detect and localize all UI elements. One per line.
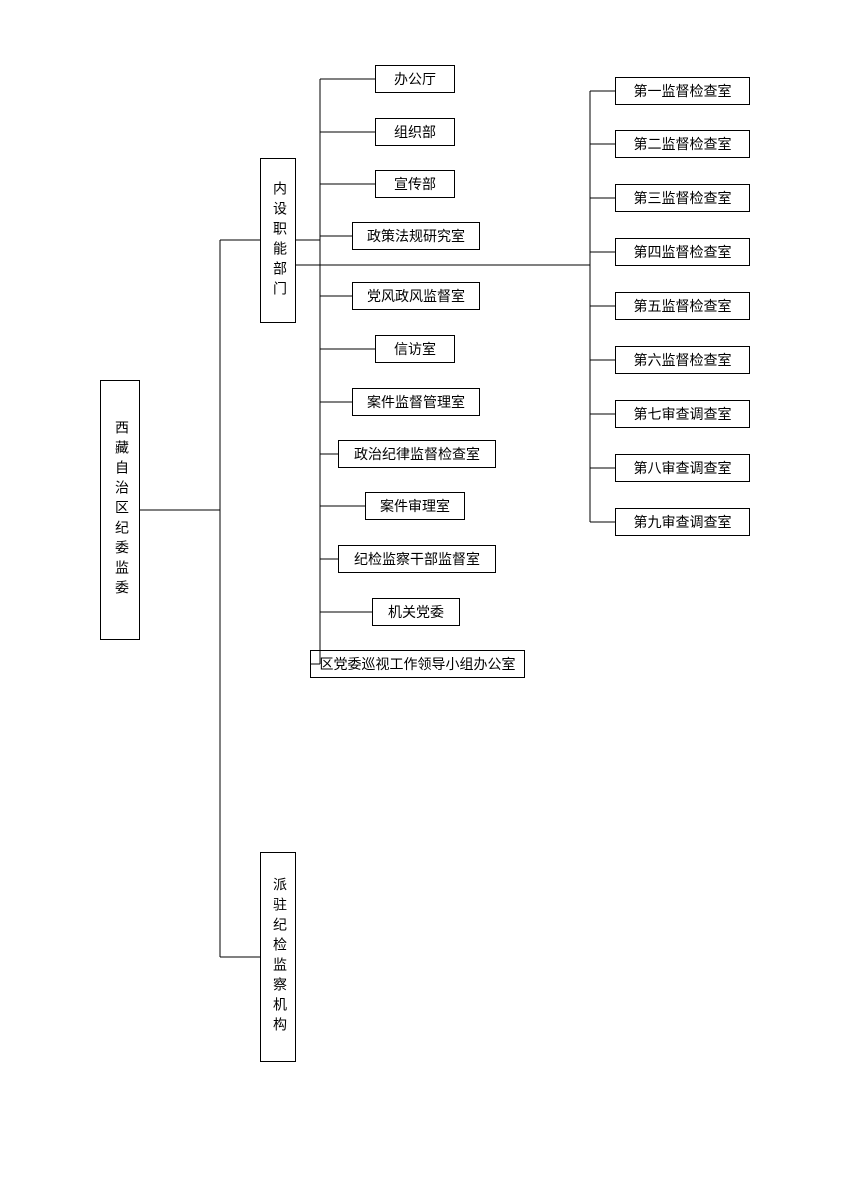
internal-item: 案件监督管理室 [352, 388, 480, 416]
node-label: 机关党委 [388, 602, 444, 622]
node-label: 第六监督检查室 [634, 350, 732, 370]
internal-item: 政策法规研究室 [352, 222, 480, 250]
supervision-room: 第五监督检查室 [615, 292, 750, 320]
node-label: 政治纪律监督检查室 [354, 444, 480, 464]
node-label: 第三监督检查室 [634, 188, 732, 208]
supervision-room: 第三监督检查室 [615, 184, 750, 212]
internal-item: 信访室 [375, 335, 455, 363]
internal-item: 组织部 [375, 118, 455, 146]
node-label: 区党委巡视工作领导小组办公室 [320, 654, 516, 674]
node-label: 第四监督检查室 [634, 242, 732, 262]
internal-item: 区党委巡视工作领导小组办公室 [310, 650, 525, 678]
supervision-room: 第七审查调查室 [615, 400, 750, 428]
node-label: 组织部 [394, 122, 436, 142]
node-label: 第九审查调查室 [634, 512, 732, 532]
internal-dept-node: 内设职能部门 [260, 158, 296, 323]
node-label: 宣传部 [394, 174, 436, 194]
internal-item: 党风政风监督室 [352, 282, 480, 310]
node-label: 办公厅 [394, 69, 436, 89]
internal-item: 纪检监察干部监督室 [338, 545, 496, 573]
root-node: 西藏自治区纪委监委 [100, 380, 140, 640]
supervision-room: 第九审查调查室 [615, 508, 750, 536]
node-label: 信访室 [394, 339, 436, 359]
internal-item: 机关党委 [372, 598, 460, 626]
node-label: 第一监督检查室 [634, 81, 732, 101]
root-label: 西藏自治区纪委监委 [110, 410, 130, 610]
internal-dept-label: 内设职能部门 [268, 171, 288, 311]
node-label: 案件监督管理室 [367, 392, 465, 412]
node-label: 第二监督检查室 [634, 134, 732, 154]
dispatch-label: 派驻纪检监察机构 [268, 867, 288, 1047]
supervision-room: 第六监督检查室 [615, 346, 750, 374]
node-label: 第七审查调查室 [634, 404, 732, 424]
node-label: 纪检监察干部监督室 [354, 549, 480, 569]
dispatch-node: 派驻纪检监察机构 [260, 852, 296, 1062]
internal-item: 办公厅 [375, 65, 455, 93]
node-label: 党风政风监督室 [367, 286, 465, 306]
supervision-room: 第二监督检查室 [615, 130, 750, 158]
internal-item: 政治纪律监督检查室 [338, 440, 496, 468]
node-label: 第八审查调查室 [634, 458, 732, 478]
node-label: 案件审理室 [380, 496, 450, 516]
supervision-room: 第一监督检查室 [615, 77, 750, 105]
supervision-room: 第四监督检查室 [615, 238, 750, 266]
supervision-room: 第八审查调查室 [615, 454, 750, 482]
internal-item: 案件审理室 [365, 492, 465, 520]
node-label: 第五监督检查室 [634, 296, 732, 316]
node-label: 政策法规研究室 [367, 226, 465, 246]
internal-item: 宣传部 [375, 170, 455, 198]
